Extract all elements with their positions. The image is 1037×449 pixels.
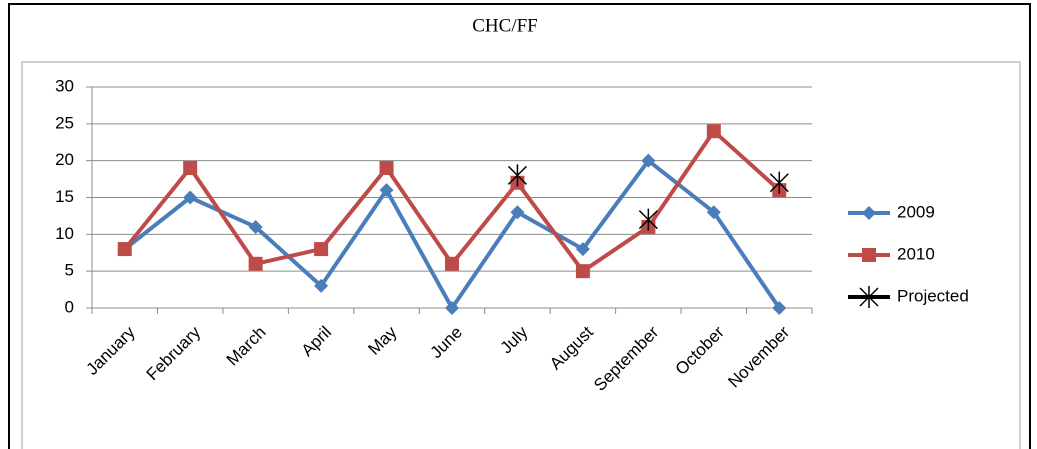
data-point: [706, 205, 721, 220]
legend-marker: [862, 248, 876, 262]
data-point: [507, 164, 527, 187]
legend-label: Projected: [897, 286, 969, 305]
y-tick-label: 20: [55, 150, 74, 169]
y-tick-label: 5: [65, 261, 74, 280]
y-tick-label: 30: [55, 76, 74, 95]
data-point: [769, 171, 789, 194]
data-point: [641, 153, 656, 168]
data-point: [638, 208, 658, 231]
data-point: [379, 161, 394, 176]
y-tick-label: 15: [55, 187, 74, 206]
data-point: [248, 256, 263, 271]
y-tick-label: 0: [65, 297, 74, 316]
legend-marker: [859, 286, 879, 308]
data-point: [117, 242, 132, 257]
legend-marker: [862, 206, 876, 220]
legend-label: 2009: [897, 202, 935, 221]
y-tick-label: 25: [55, 113, 74, 132]
data-point: [248, 219, 263, 234]
frame: [8, 3, 1031, 449]
data-point: [379, 183, 394, 198]
data-point: [445, 256, 459, 271]
y-tick-label: 10: [55, 224, 74, 243]
chart-area: [21, 61, 1021, 449]
data-point: [314, 278, 329, 293]
data-point: [183, 161, 198, 176]
chart-title: CHC/FF: [472, 15, 537, 36]
data-point: [772, 301, 787, 315]
data-point: [314, 242, 329, 257]
data-point: [575, 242, 590, 257]
data-point: [575, 264, 590, 279]
data-point: [445, 301, 459, 315]
legend-label: 2010: [897, 244, 935, 263]
data-point: [183, 190, 198, 205]
data-point: [510, 205, 525, 220]
data-point: [706, 124, 721, 139]
